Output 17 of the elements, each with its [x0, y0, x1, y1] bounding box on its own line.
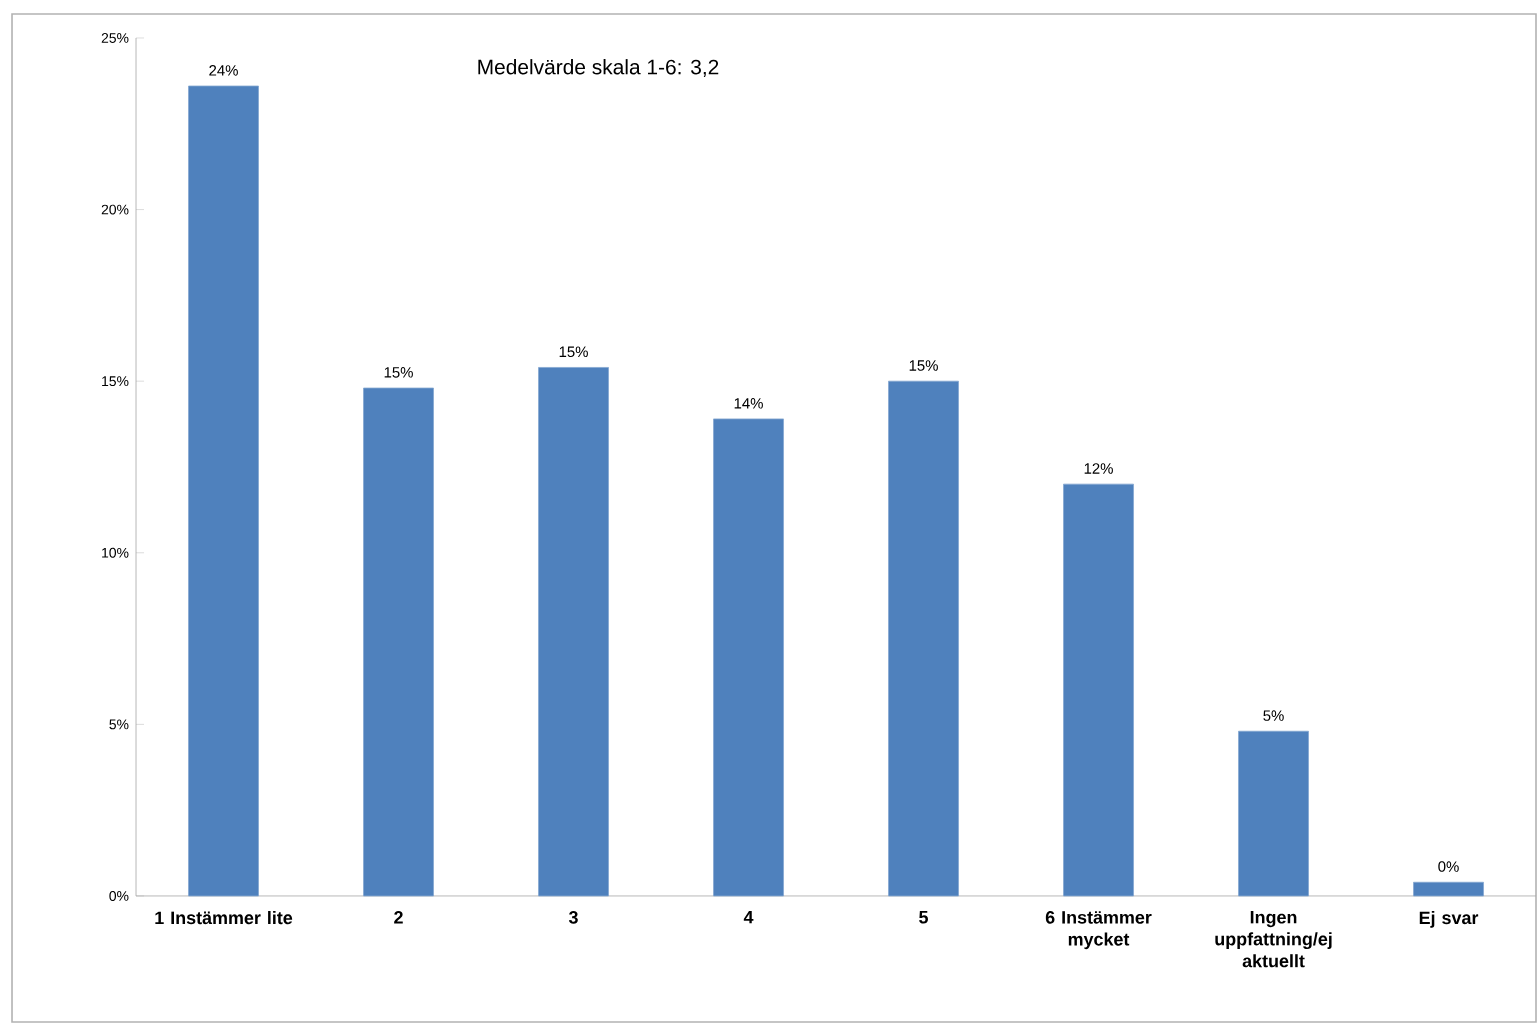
x-tick-label: Ej svar [1419, 911, 1479, 928]
x-tick-label: 2 [394, 911, 403, 924]
x-tick-label: 4 [743, 911, 754, 924]
x-tick-label: Ingen uppfattning/ej aktuellt [1215, 911, 1332, 968]
bar [713, 418, 784, 897]
annotation: Medelvärde skala 1-6: 3,2 [478, 59, 719, 77]
bar [538, 367, 609, 897]
bar [1063, 483, 1134, 897]
bar [888, 380, 959, 897]
bar [1238, 730, 1309, 897]
bar [1413, 881, 1484, 897]
x-tick-label: 6 Instämmer mycket [1045, 911, 1152, 950]
x-tick-label: 3 [568, 911, 578, 924]
bar [188, 85, 259, 897]
x-tick-label: 1 Instämmer lite [155, 911, 293, 925]
x-tick-label: 5 [919, 911, 928, 924]
bar [363, 387, 434, 897]
